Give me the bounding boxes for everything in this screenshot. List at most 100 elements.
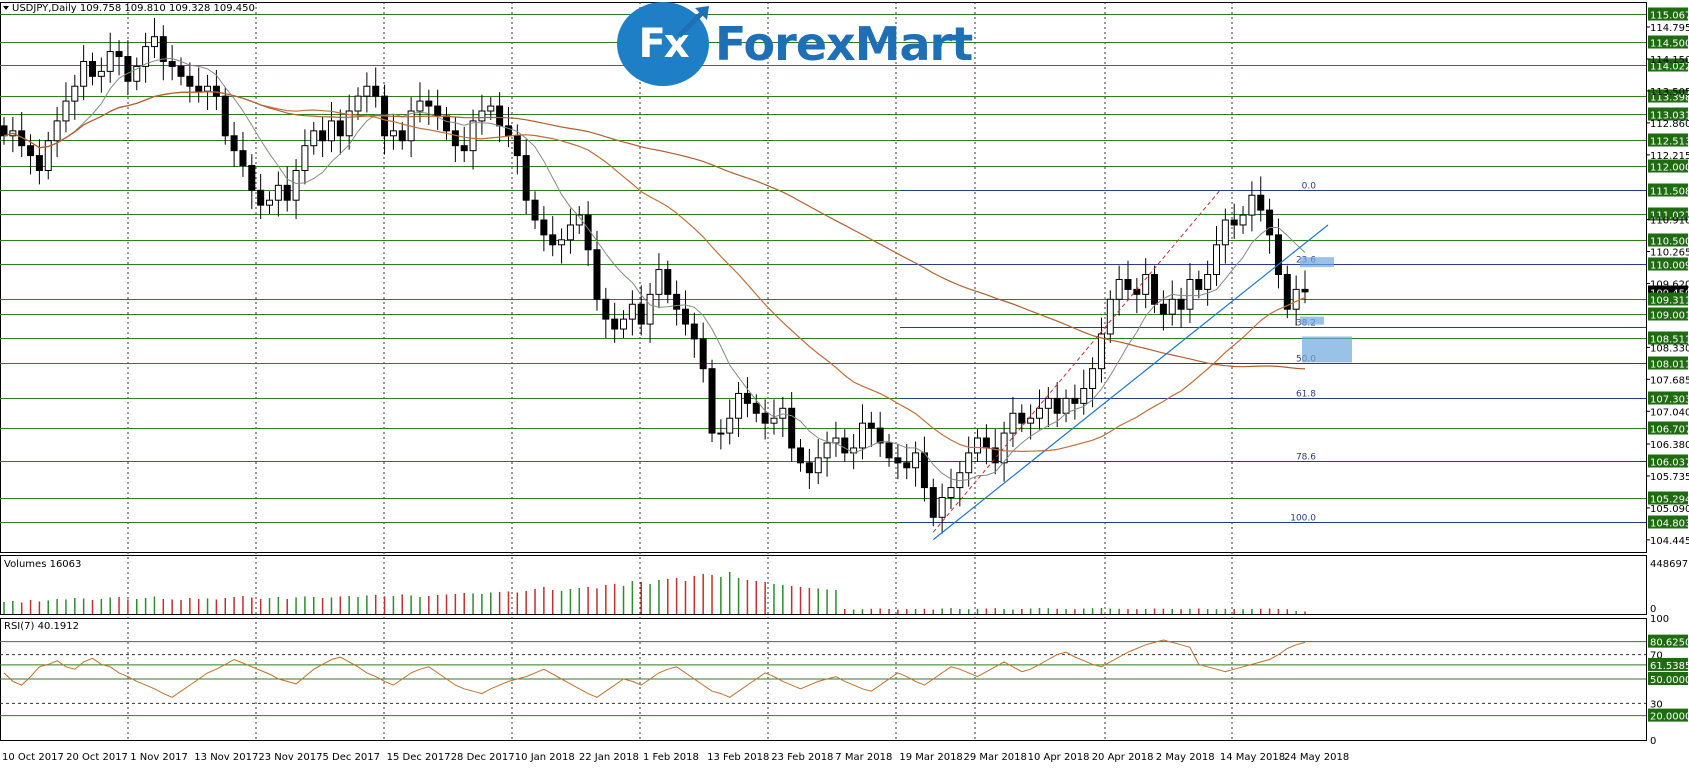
date-label: 2 May 2018 (1156, 752, 1215, 763)
candle (1274, 234, 1282, 276)
candle (894, 457, 902, 464)
level-label-bg (1648, 515, 1688, 529)
candle (912, 452, 920, 469)
candle (186, 75, 194, 87)
candle (920, 452, 928, 489)
candle (204, 85, 212, 92)
level-label-bg (1648, 133, 1688, 147)
level-label-bg (1648, 391, 1688, 405)
candle (212, 85, 220, 97)
candle (1248, 194, 1256, 216)
candle (876, 427, 884, 444)
rsi-scale-label: 30 (1650, 699, 1663, 710)
level-label: 110.500 (1650, 237, 1689, 248)
date-label: 1 Nov 2017 (130, 752, 188, 763)
rsi-header: RSI(7) 40.1912 (4, 621, 79, 632)
candle (425, 100, 433, 107)
candle (1062, 397, 1070, 414)
date-label: 13 Feb 2018 (707, 752, 769, 763)
candle (389, 130, 397, 137)
candle (531, 199, 539, 221)
price-tick-label: 107.685 (1650, 375, 1689, 386)
level-label: 110.009 (1650, 261, 1689, 272)
candle (221, 95, 229, 137)
level-label-bg (1648, 356, 1688, 370)
candle (717, 432, 725, 435)
candle (35, 155, 43, 171)
candle (522, 155, 530, 201)
candle (735, 392, 743, 419)
level-label-bg (1648, 7, 1688, 21)
target-box (1300, 316, 1324, 325)
date-label: 23 Nov 2017 (258, 752, 322, 763)
candle (310, 130, 318, 147)
candle (372, 85, 380, 97)
candle (1151, 274, 1159, 305)
candle (1124, 278, 1132, 290)
level-label: 109.001 (1650, 311, 1689, 322)
candle (18, 130, 26, 147)
level-label: 115.067 (1650, 11, 1689, 22)
price-tick-label: 104.445 (1650, 536, 1689, 547)
candle (115, 51, 123, 58)
price-tick-label: 106.380 (1650, 440, 1689, 451)
candle (743, 392, 751, 404)
candle (283, 184, 291, 201)
ma-medium-line (3, 91, 1306, 453)
candle (106, 51, 114, 72)
price-tick-label: 107.040 (1650, 407, 1689, 418)
level-label: 113.031 (1650, 111, 1689, 122)
volume-zero-label: 0 (1650, 604, 1656, 615)
date-label: 1 Feb 2018 (643, 752, 699, 763)
date-label: 20 Apr 2018 (1092, 752, 1154, 763)
fib-label: 0.0 (1302, 182, 1317, 192)
candle (1044, 397, 1052, 409)
candle (673, 293, 681, 310)
candle (1053, 397, 1061, 414)
date-label: 29 Mar 2018 (964, 752, 1027, 763)
candle (832, 437, 840, 444)
candle (487, 105, 495, 112)
dropdown-icon (3, 6, 9, 10)
candle (363, 85, 371, 97)
rsi-scale-label: 100 (1650, 614, 1669, 625)
candle (177, 65, 185, 77)
candle (443, 115, 451, 132)
volume-header: Volumes 16063 (4, 559, 81, 570)
candle (496, 105, 504, 127)
candle (575, 214, 583, 226)
candle (1195, 278, 1203, 290)
level-label: 107.303 (1650, 395, 1689, 406)
candle (690, 323, 698, 340)
candle (62, 100, 70, 122)
candle (168, 60, 176, 67)
candle (566, 224, 574, 241)
candle (974, 437, 982, 454)
candle (327, 120, 335, 142)
candle (478, 110, 486, 122)
date-label: 10 Jan 2018 (515, 752, 575, 763)
candle (239, 150, 247, 167)
target-box (1302, 336, 1352, 363)
candle (1204, 274, 1212, 290)
candle (1283, 274, 1291, 310)
date-label: 5 Dec 2017 (323, 752, 381, 763)
level-label: 111.508 (1650, 187, 1689, 198)
candle (1000, 432, 1008, 464)
candle (1018, 412, 1026, 424)
candle (797, 447, 805, 464)
date-label: 7 Mar 2018 (835, 752, 892, 763)
level-label-bg (1648, 421, 1688, 435)
ma-long-line (3, 91, 1306, 370)
candle (230, 135, 238, 152)
channel-line (932, 189, 1221, 533)
candle (133, 65, 141, 82)
candle (726, 417, 734, 434)
candle (1168, 298, 1176, 315)
rsi-level-label: 50.0000 (1650, 675, 1689, 686)
candle (602, 298, 610, 320)
candle (1212, 244, 1220, 276)
candle (319, 130, 327, 142)
candle (593, 249, 601, 300)
